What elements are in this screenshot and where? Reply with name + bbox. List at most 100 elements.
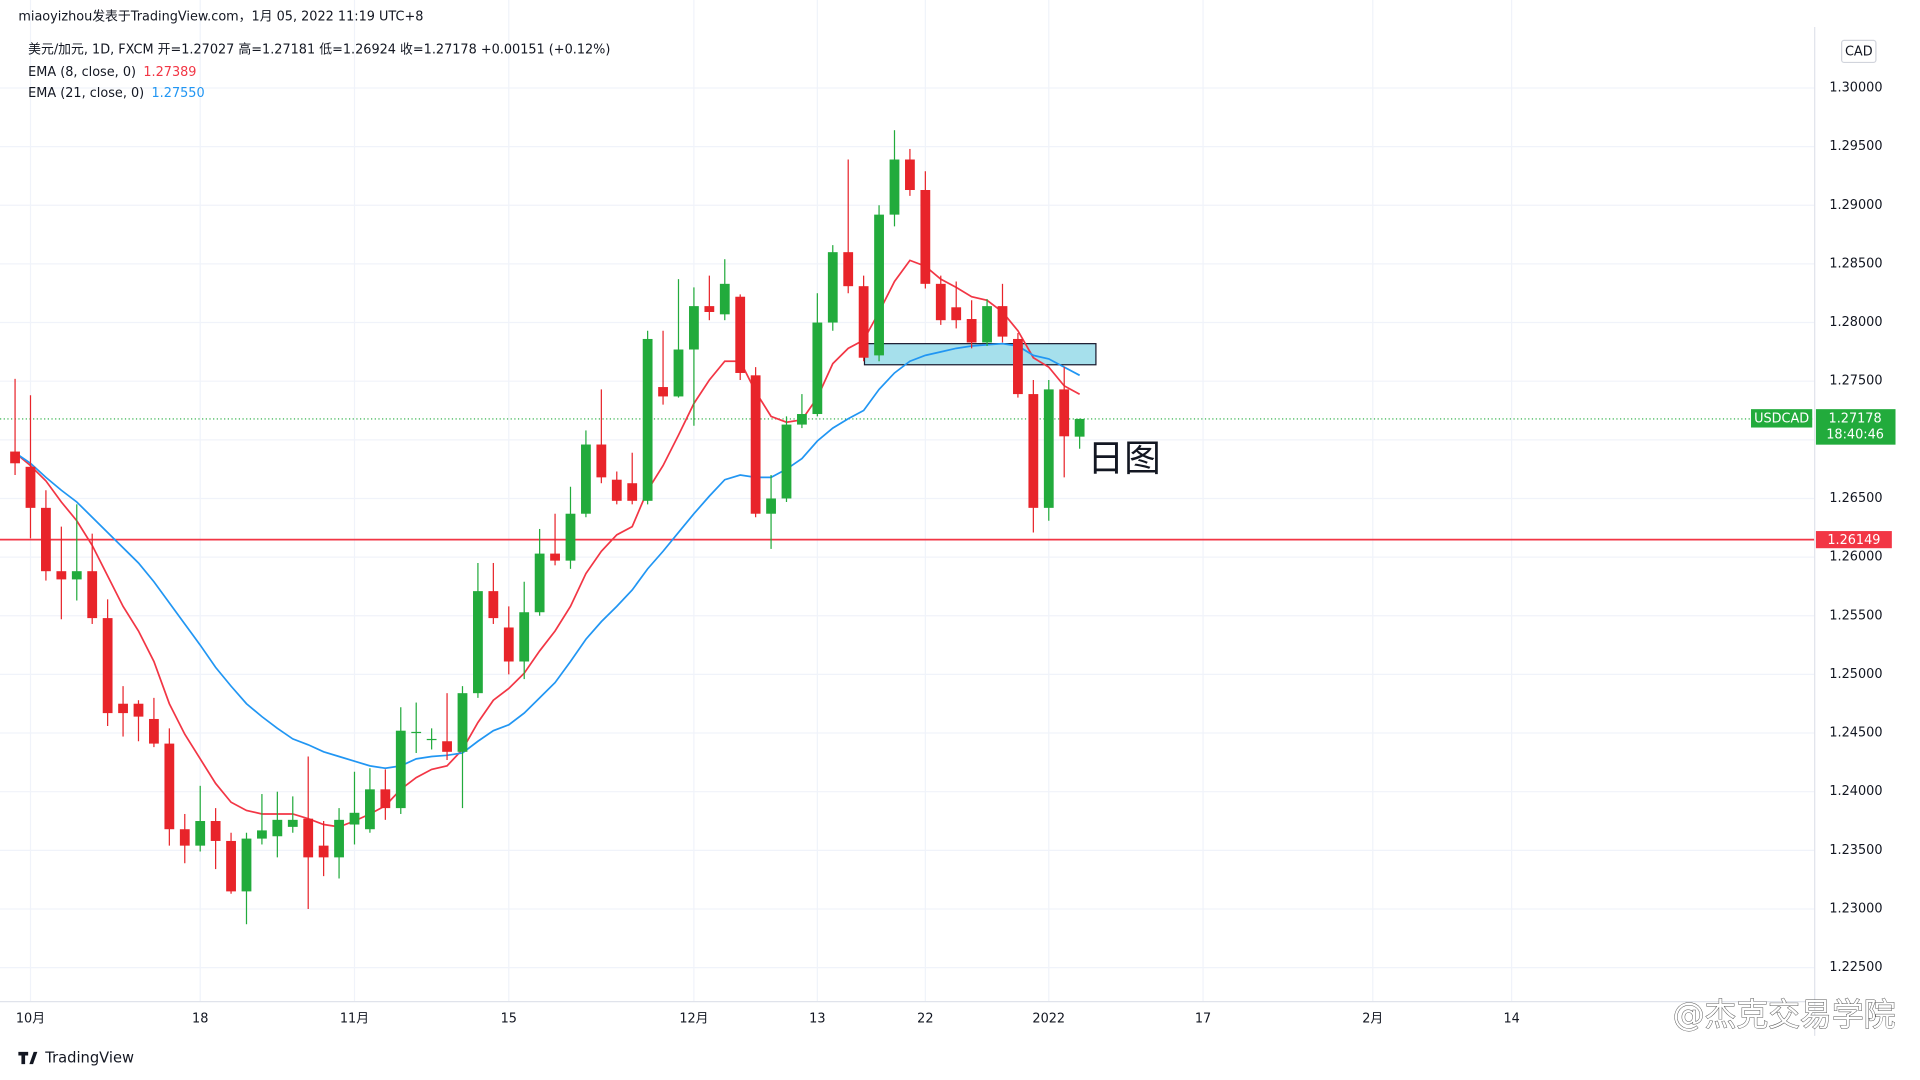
currency-label[interactable]: CAD: [1845, 45, 1873, 60]
candle-body: [627, 483, 638, 501]
candle-body: [411, 731, 422, 734]
candle-body: [164, 743, 175, 830]
candle-body: [287, 819, 298, 827]
candle-body: [442, 741, 452, 752]
candle-body: [195, 821, 206, 846]
annotation: 日图: [1087, 437, 1160, 480]
last-price-label: 1.27178: [1829, 411, 1882, 426]
x-tick-label: 2月: [1362, 1011, 1383, 1026]
x-tick-label: 2022: [1032, 1011, 1065, 1026]
hline-label-box: [1815, 531, 1892, 549]
candle-body: [426, 738, 437, 741]
y-tick-label: 1.26000: [1829, 550, 1882, 565]
candle-body: [966, 319, 977, 343]
candle-body: [1028, 394, 1039, 508]
y-tick-label: 1.30000: [1829, 80, 1882, 95]
candle-body: [1074, 418, 1085, 437]
candle-body: [488, 591, 499, 619]
candle-body: [87, 571, 98, 619]
candle-body: [658, 387, 668, 397]
symbol-box: [1751, 409, 1813, 428]
y-tick-label: 1.22500: [1829, 960, 1882, 975]
x-tick-label: 12月: [679, 1011, 708, 1026]
candle-body: [303, 818, 314, 858]
candle-body: [10, 451, 20, 464]
ema-line: [14, 342, 1081, 770]
candle-body: [473, 591, 483, 694]
candle-body: [735, 296, 746, 373]
legend-name: EMA (21, close, 0): [28, 86, 144, 101]
plot-area: [0, 0, 1815, 1002]
logo-text: TradingView: [44, 1050, 134, 1067]
candle-body: [550, 553, 560, 561]
y-tick-label: 1.28000: [1829, 315, 1882, 330]
legend-value: 1.27550: [152, 86, 205, 101]
candle-body: [827, 252, 838, 323]
candle-body: [874, 214, 884, 356]
x-tick-label: 10月: [16, 1011, 45, 1026]
zone: [863, 343, 1097, 366]
candle-body: [210, 821, 221, 841]
symbol-legend: 美元/加元, 1D, FXCM 开=1.27027 高=1.27181 低=1.…: [28, 42, 610, 58]
candle-body: [395, 730, 406, 809]
candle-body: [611, 479, 622, 501]
candle-body: [272, 819, 283, 837]
legend-name: EMA (8, close, 0): [28, 65, 136, 80]
x-tick-label: 14: [1503, 1011, 1519, 1026]
y-tick-label: 1.24500: [1829, 726, 1882, 741]
candle-body: [25, 466, 36, 508]
candle-body: [689, 306, 699, 350]
hline-label: 1.26149: [1827, 533, 1880, 548]
x-tick-label: 11月: [340, 1011, 369, 1026]
candle-body: [318, 845, 329, 858]
countdown-label: 18:40:46: [1826, 427, 1884, 442]
symbol-label: USDCAD: [1754, 411, 1809, 426]
legend-value: 1.27389: [143, 65, 196, 80]
candle-body: [534, 553, 545, 613]
candle-body: [457, 693, 468, 752]
candle-body: [766, 498, 776, 514]
candle-body: [843, 252, 854, 287]
candle-body: [581, 444, 591, 514]
candle-body: [257, 830, 267, 839]
candle-body: [889, 159, 900, 215]
y-tick-label: 1.24000: [1829, 784, 1882, 799]
candle-body: [102, 618, 113, 714]
y-tick-label: 1.23000: [1829, 901, 1882, 916]
candle-body: [519, 612, 530, 662]
candle-body: [997, 306, 1008, 337]
candle-body: [719, 283, 730, 315]
candle-body: [781, 424, 792, 499]
candle-body: [673, 349, 684, 397]
candle-body: [1043, 389, 1054, 508]
x-tick-label: 22: [917, 1011, 933, 1026]
candle-body: [41, 507, 51, 572]
y-tick-label: 1.23500: [1829, 843, 1882, 858]
candle-body: [380, 789, 391, 809]
candle-body: [704, 306, 715, 312]
y-tick-label: 1.25000: [1829, 667, 1882, 682]
logo-mark: [18, 1051, 38, 1065]
candle-body: [797, 414, 807, 425]
candle-body: [905, 159, 915, 191]
y-tick-label: 1.29000: [1829, 198, 1882, 213]
currency-box[interactable]: [1841, 39, 1877, 64]
candle-body: [118, 703, 128, 714]
legend-entry: EMA (21, close, 0) 1.27550: [28, 86, 204, 101]
candle-body: [565, 513, 576, 561]
y-tick-label: 1.27500: [1829, 374, 1882, 389]
candle-body: [241, 838, 252, 892]
y-tick-label: 1.29500: [1829, 139, 1882, 154]
candle-body: [226, 840, 236, 892]
candle-body: [1059, 389, 1070, 437]
author-line: miaoyizhou发表于TradingView.com，1月 05, 2022…: [18, 9, 423, 25]
candle-body: [982, 306, 992, 343]
ema-line: [14, 259, 1081, 828]
x-tick-label: 17: [1195, 1011, 1211, 1026]
candle-body: [133, 703, 144, 717]
candle-body: [149, 718, 159, 744]
candle-body: [642, 338, 653, 501]
candle-body: [365, 789, 375, 830]
candle-body: [951, 307, 962, 321]
